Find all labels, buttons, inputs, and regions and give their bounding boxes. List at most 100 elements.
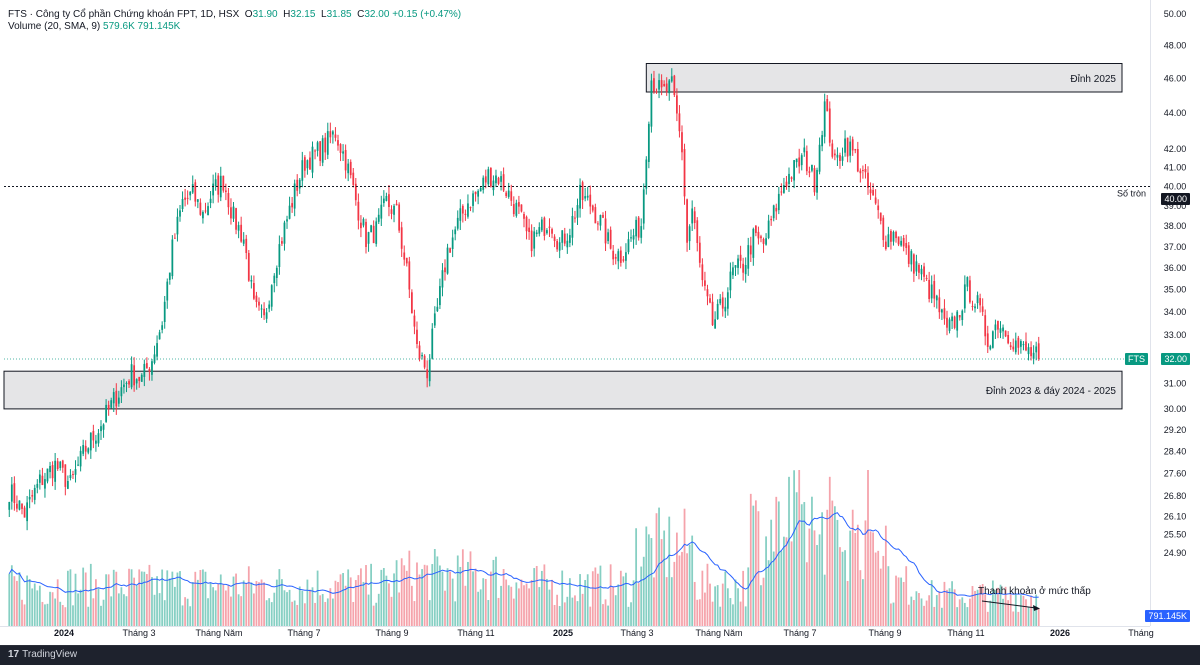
candle-body [202,212,204,219]
volume-bar [714,586,716,626]
volume-bar [77,593,79,626]
volume-bar [375,602,378,626]
candle-body [752,228,755,258]
candle-body [515,202,518,216]
candle-body [716,303,719,319]
candle-body [609,229,612,249]
volume-bar [400,558,403,626]
volume-bar [836,519,839,626]
volume-bar [168,578,171,626]
candle-body [97,433,100,444]
candle-body [599,215,602,226]
volume-bar [739,601,742,626]
candle-body [729,271,732,291]
last-price-value: 32.00 [1161,353,1190,365]
volume-bar [839,547,841,626]
volume-bar [816,545,818,626]
low-value: 31.85 [326,9,352,20]
candle-body [347,163,350,174]
volume-bar [951,581,953,626]
volume-bar [107,574,110,626]
volume-bar [1004,586,1007,626]
candle-body [428,359,431,382]
volume-bar [23,604,26,626]
candle-body [1004,330,1007,337]
volume-bar [176,572,179,626]
candle-body [500,176,502,182]
candle-body [627,239,630,253]
candle-body [441,270,444,288]
volume-bar [663,530,666,626]
volume-bar [309,589,311,626]
volume-bar [316,570,319,626]
volume-bar [388,583,390,626]
candle-body [1020,341,1022,347]
volume-bar [54,598,57,626]
candle-body [981,306,984,312]
candle-body [410,292,413,314]
candle-body [337,140,339,146]
volume-bar [255,581,258,626]
last-price-symbol: FTS [1128,354,1145,364]
volume-bar [895,575,897,626]
candle-body [301,160,304,181]
candle-body [704,280,706,286]
candle-body [823,101,826,137]
volume-bar [140,571,143,626]
round-level-value-tag: 40.00 [1161,193,1190,205]
volume-bar [230,596,232,626]
tradingview-logo[interactable]: 17 TradingView [8,649,77,661]
candle-body [495,175,497,184]
volume-bar [413,601,416,626]
candle-body [145,363,148,369]
candle-body [953,316,956,328]
candle-body [54,460,57,482]
time-tick-label: Tháng 11 [947,628,984,638]
volume-bar [803,502,806,626]
candle-body [237,225,240,231]
candle-body [538,227,541,234]
candle-body [808,171,811,173]
price-tick-label: 38.00 [1164,221,1187,231]
candle-body [724,306,727,312]
candle-body [879,212,882,221]
volume-bar [158,593,161,626]
volume-bar [507,585,510,626]
candle-body [125,382,128,384]
candle-body [918,264,920,273]
volume-bar [647,534,650,626]
volume-bar [408,550,411,626]
volume-bar [752,505,755,626]
volume-bar [558,606,561,626]
candle-body [84,445,87,452]
volume-bar [301,590,304,626]
candle-body [408,261,411,290]
volume-bar [897,577,900,626]
candle-body [777,193,780,211]
volume-bar [783,536,785,626]
candle-body [839,155,841,161]
volume-legend[interactable]: Volume (20, SMA, 9) 579.6K 791.145K [8,21,180,33]
symbol-legend[interactable]: FTS · Công ty Cổ phần Chứng khoán FPT, 1… [8,9,462,20]
volume-bar [688,544,691,626]
candle-body [36,483,39,488]
candle-body [923,266,925,277]
volume-bar [862,579,864,626]
volume-bar [737,588,739,626]
candle-body [535,232,538,234]
volume-bar [627,606,630,626]
volume-bar [449,571,451,626]
volume-bar [892,602,895,626]
candle-body [925,278,928,279]
candle-body [253,283,255,299]
volume-bar [523,585,525,626]
candle-body [732,267,734,276]
candle-body [10,484,13,502]
volume-bar [367,594,370,626]
price-chart[interactable]: Đỉnh 2025 Đỉnh 2023 & đáy 2024 - 2025 Số … [0,0,1200,645]
volume-bar [314,602,316,626]
volume-bar [979,585,982,626]
time-axis[interactable]: 2024 Tháng 3 Tháng Năm Tháng 7 Tháng 9 Tháng … [54,628,1154,638]
volume-bar [209,582,212,626]
candle-body [785,181,788,187]
